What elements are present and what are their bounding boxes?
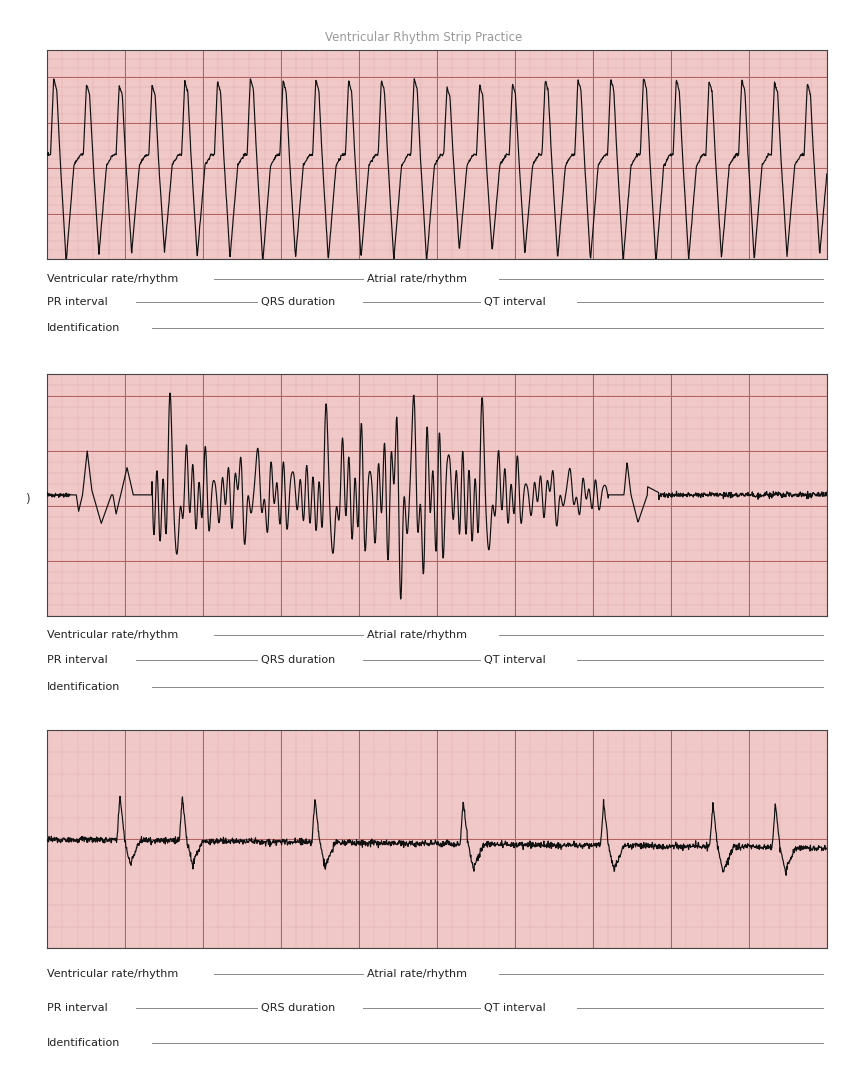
Text: Identification: Identification <box>47 681 120 692</box>
Text: Identification: Identification <box>47 1038 120 1047</box>
Text: Identification: Identification <box>47 323 120 332</box>
Text: QRS duration: QRS duration <box>261 298 336 307</box>
Text: PR interval: PR interval <box>47 1003 108 1013</box>
Text: PR interval: PR interval <box>47 298 108 307</box>
Text: Ventricular rate/rhythm: Ventricular rate/rhythm <box>47 630 178 640</box>
Text: QRS duration: QRS duration <box>261 1003 336 1013</box>
Text: Ventricular rate/rhythm: Ventricular rate/rhythm <box>47 969 178 980</box>
Text: Atrial rate/rhythm: Atrial rate/rhythm <box>366 630 466 640</box>
Text: QT interval: QT interval <box>483 655 545 665</box>
Text: QT interval: QT interval <box>483 1003 545 1013</box>
Text: Ventricular rate/rhythm: Ventricular rate/rhythm <box>47 274 178 283</box>
Text: Atrial rate/rhythm: Atrial rate/rhythm <box>366 274 466 283</box>
Text: QT interval: QT interval <box>483 298 545 307</box>
Text: QRS duration: QRS duration <box>261 655 336 665</box>
Text: Atrial rate/rhythm: Atrial rate/rhythm <box>366 969 466 980</box>
Text: PR interval: PR interval <box>47 655 108 665</box>
Text: ): ) <box>25 493 30 506</box>
Text: Ventricular Rhythm Strip Practice: Ventricular Rhythm Strip Practice <box>326 31 522 44</box>
